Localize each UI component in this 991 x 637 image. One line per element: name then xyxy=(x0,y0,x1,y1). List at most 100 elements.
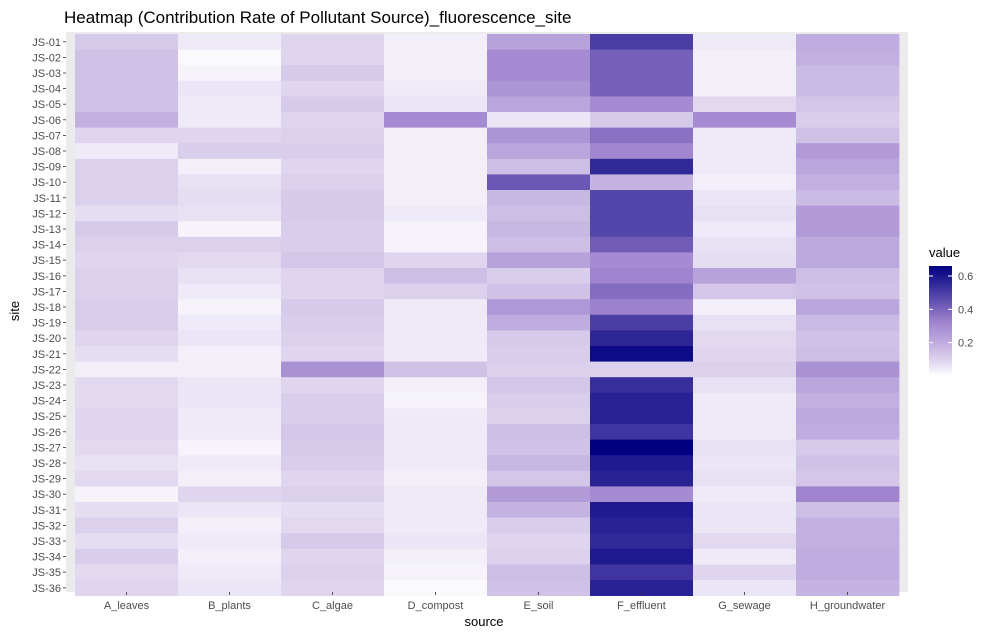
heatmap-cell xyxy=(281,502,385,518)
heatmap-cell xyxy=(75,236,179,253)
y-tick-label: JS-08 xyxy=(32,146,61,158)
heatmap-cell xyxy=(487,439,591,456)
heatmap-cell xyxy=(796,580,900,596)
heatmap-cell xyxy=(384,221,488,238)
heatmap-cell xyxy=(281,283,385,300)
heatmap-cell xyxy=(75,392,179,409)
heatmap-cell xyxy=(693,127,797,144)
heatmap-cell xyxy=(590,533,694,550)
heatmap-cell xyxy=(384,236,488,253)
heatmap-cell xyxy=(590,580,694,596)
heatmap-cell xyxy=(75,143,179,160)
heatmap-cell xyxy=(590,470,694,487)
heatmap-cell xyxy=(281,346,385,362)
heatmap-cell xyxy=(281,533,385,550)
heatmap-cell xyxy=(384,486,488,503)
heatmap-cell xyxy=(178,205,282,222)
heatmap-cell xyxy=(590,236,694,253)
heatmap-cell xyxy=(796,190,900,206)
heatmap-cell xyxy=(590,268,694,284)
heatmap-cell xyxy=(75,268,179,284)
heatmap-cell xyxy=(693,174,797,191)
heatmap-cell xyxy=(75,517,179,534)
heatmap-cell xyxy=(487,205,591,222)
y-tick-label: JS-30 xyxy=(32,489,61,501)
heatmap-cell xyxy=(796,96,900,113)
heatmap-cell xyxy=(281,268,385,284)
heatmap-cell xyxy=(693,392,797,409)
heatmap-cell xyxy=(796,408,900,425)
heatmap-cell xyxy=(487,502,591,518)
heatmap-cell xyxy=(487,236,591,253)
heatmap-cell xyxy=(281,174,385,191)
heatmap-cell xyxy=(384,392,488,409)
heatmap-cell xyxy=(590,34,694,50)
y-tick-label: JS-01 xyxy=(32,37,61,49)
heatmap-cell xyxy=(281,330,385,347)
heatmap-cell xyxy=(796,533,900,550)
heatmap-cell xyxy=(693,486,797,503)
y-tick-label: JS-26 xyxy=(32,427,61,439)
heatmap-cell xyxy=(75,80,179,97)
heatmap-cell xyxy=(590,377,694,394)
heatmap-cell xyxy=(796,330,900,347)
heatmap-cell xyxy=(75,346,179,362)
heatmap-cell xyxy=(384,49,488,66)
heatmap-cell xyxy=(178,65,282,82)
heatmap-cell xyxy=(75,49,179,66)
heatmap-cell xyxy=(487,392,591,409)
heatmap-cell xyxy=(384,283,488,300)
heatmap-cell xyxy=(487,158,591,175)
heatmap-cell xyxy=(178,127,282,144)
heatmap-cell xyxy=(281,517,385,534)
y-tick-label: JS-24 xyxy=(32,396,61,408)
heatmap-cell xyxy=(281,158,385,175)
heatmap-cell xyxy=(487,330,591,347)
heatmap-cell xyxy=(590,314,694,331)
heatmap-cell xyxy=(75,34,179,50)
heatmap-cell xyxy=(178,236,282,253)
heatmap-cell xyxy=(281,408,385,425)
heatmap-cell xyxy=(590,408,694,425)
heatmap-cell xyxy=(75,65,179,82)
heatmap-cell xyxy=(796,486,900,503)
heatmap-cell xyxy=(796,205,900,222)
heatmap-cell xyxy=(487,34,591,50)
heatmap-cell xyxy=(384,143,488,160)
heatmap-cell xyxy=(384,80,488,97)
heatmap-cell xyxy=(384,174,488,191)
heatmap-cell xyxy=(178,143,282,160)
heatmap-cell xyxy=(384,268,488,284)
heatmap-cell xyxy=(796,34,900,50)
heatmap-cell xyxy=(487,190,591,206)
heatmap-cell xyxy=(281,470,385,487)
heatmap-cell xyxy=(281,299,385,316)
y-tick-label: JS-10 xyxy=(32,177,61,189)
heatmap-cell xyxy=(384,408,488,425)
heatmap-cell xyxy=(487,252,591,269)
heatmap-cell xyxy=(590,424,694,440)
heatmap-cell xyxy=(796,424,900,440)
heatmap-cell xyxy=(693,143,797,160)
heatmap-cell xyxy=(384,377,488,394)
y-tick-label: JS-20 xyxy=(32,333,61,345)
heatmap-cell xyxy=(590,564,694,581)
heatmap-cell xyxy=(796,361,900,378)
heatmap-cell xyxy=(590,205,694,222)
heatmap-cell xyxy=(796,283,900,300)
heatmap-cell xyxy=(796,268,900,284)
heatmap-cell xyxy=(75,190,179,206)
heatmap-cell xyxy=(384,533,488,550)
heatmap-cell xyxy=(178,299,282,316)
heatmap-cell xyxy=(693,548,797,565)
heatmap-cell xyxy=(384,580,488,596)
heatmap-cell xyxy=(178,455,282,472)
heatmap-cell xyxy=(590,346,694,362)
heatmap-cell xyxy=(178,34,282,50)
heatmap-cell xyxy=(178,80,282,97)
heatmap-cell xyxy=(796,299,900,316)
heatmap-cell xyxy=(178,361,282,378)
heatmap-cell xyxy=(796,80,900,97)
heatmap-cell xyxy=(487,486,591,503)
heatmap-cell xyxy=(281,65,385,82)
